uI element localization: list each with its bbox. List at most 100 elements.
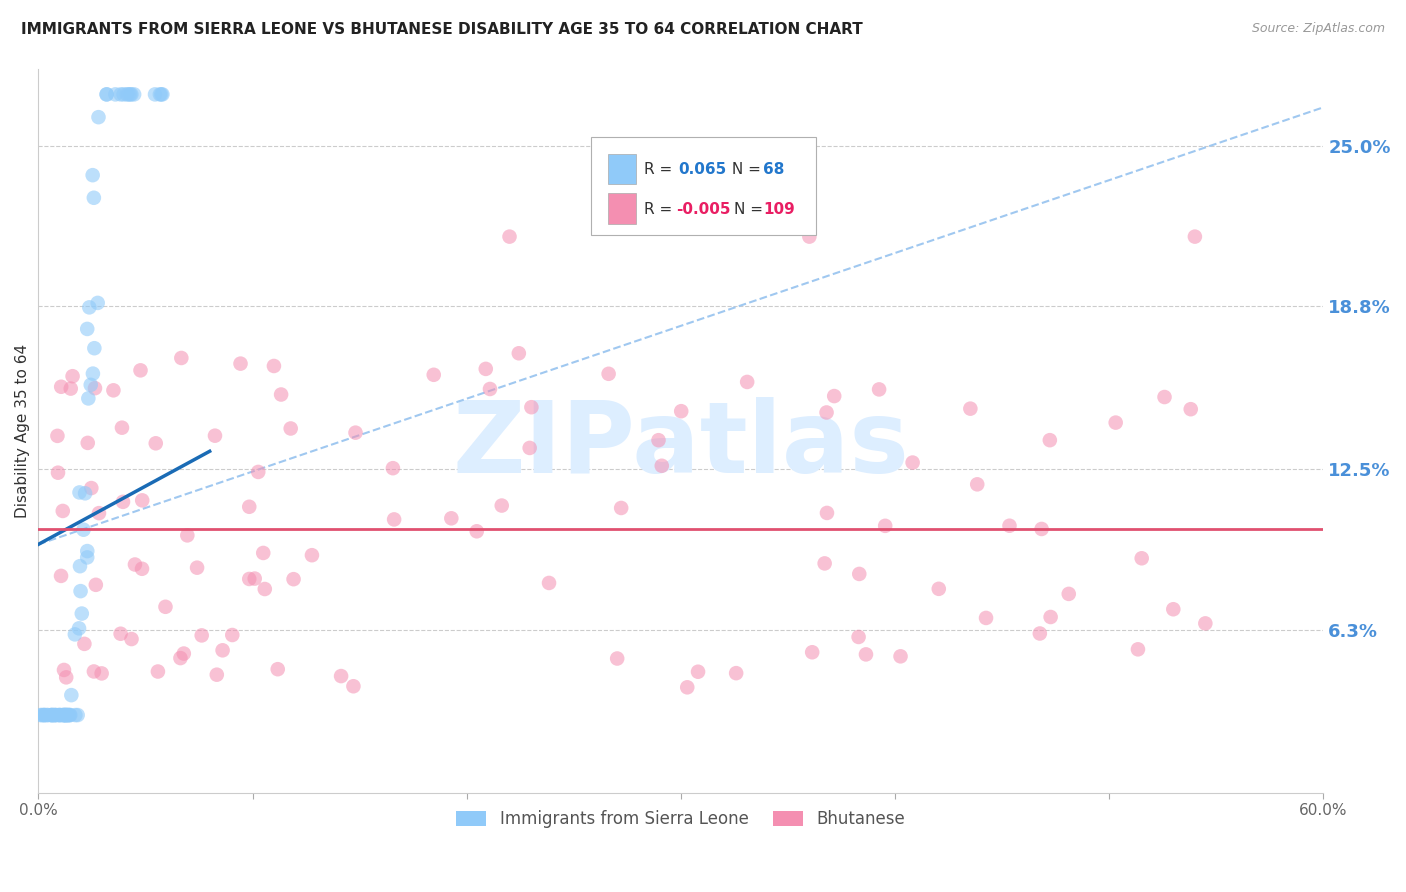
Point [155,599,177,614]
Point [478,382,501,396]
Point [62,369,84,384]
Point [84,578,107,592]
Point [46,429,69,443]
Point [928,582,950,596]
Point [815,506,838,520]
Point [58,708,80,723]
Point [59,708,82,723]
Point [110,626,132,640]
Point [283,572,305,586]
Point [87,506,110,520]
Point [145,436,167,450]
Point [647,433,669,447]
Point [1039,433,1062,447]
Point [173,647,195,661]
Point [342,679,364,693]
Point [48,708,70,723]
Point [610,500,633,515]
Point [848,630,870,644]
Point [124,558,146,572]
Point [120,87,142,102]
Point [60,688,83,702]
Point [190,628,212,642]
Point [32,708,55,723]
Point [39,708,62,723]
Point [974,611,997,625]
Point [280,421,302,435]
Point [823,389,845,403]
Point [1130,551,1153,566]
Point [76,550,98,565]
Point [150,87,173,102]
Text: IMMIGRANTS FROM SIERRA LEONE VS BHUTANESE DISABILITY AGE 35 TO 64 CORRELATION CH: IMMIGRANTS FROM SIERRA LEONE VS BHUTANES… [21,22,863,37]
Point [121,632,143,646]
Point [537,576,560,591]
Point [238,572,260,586]
Text: R =: R = [644,202,676,217]
Point [131,493,153,508]
Point [651,458,673,473]
Point [330,669,353,683]
Point [186,560,208,574]
Point [598,367,620,381]
Text: Source: ZipAtlas.com: Source: ZipAtlas.com [1251,22,1385,36]
Point [117,87,139,102]
Point [59,382,82,396]
Point [48,708,70,723]
Point [267,662,290,676]
Point [44,708,66,723]
Point [52,504,75,518]
Point [465,524,488,539]
Point [131,562,153,576]
Point [86,296,108,310]
Point [889,649,911,664]
Point [301,548,323,562]
Point [49,569,72,583]
Point [211,643,233,657]
Text: ZIPatlas: ZIPatlas [453,397,910,493]
Point [344,425,367,440]
Text: R =: R = [644,162,676,177]
FancyBboxPatch shape [591,137,815,235]
Point [55,708,77,723]
Point [90,666,112,681]
Point [82,168,104,182]
Point [31,708,53,723]
Point [129,363,152,377]
Text: 68: 68 [763,162,785,177]
Point [110,87,132,102]
Point [76,544,98,558]
Point [52,708,75,723]
Point [252,546,274,560]
Point [799,229,821,244]
Text: -0.005: -0.005 [676,202,730,217]
Point [53,708,76,723]
Point [32,708,55,723]
Point [69,559,91,574]
Point [67,621,90,635]
Point [247,465,270,479]
Text: 109: 109 [763,202,794,217]
Point [70,607,93,621]
Point [686,665,709,679]
Point [75,486,97,500]
Point [152,87,174,102]
Point [735,375,758,389]
Point [55,708,77,723]
Point [46,466,69,480]
Point [69,485,91,500]
Point [56,708,79,723]
Point [243,572,266,586]
Point [76,322,98,336]
Point [169,651,191,665]
Point [79,301,101,315]
Text: N =: N = [734,202,768,217]
Point [868,383,890,397]
Point [498,229,520,244]
Point [65,708,87,723]
Point [30,708,52,723]
Point [848,566,870,581]
Point [422,368,444,382]
Point [238,500,260,514]
Point [440,511,463,525]
